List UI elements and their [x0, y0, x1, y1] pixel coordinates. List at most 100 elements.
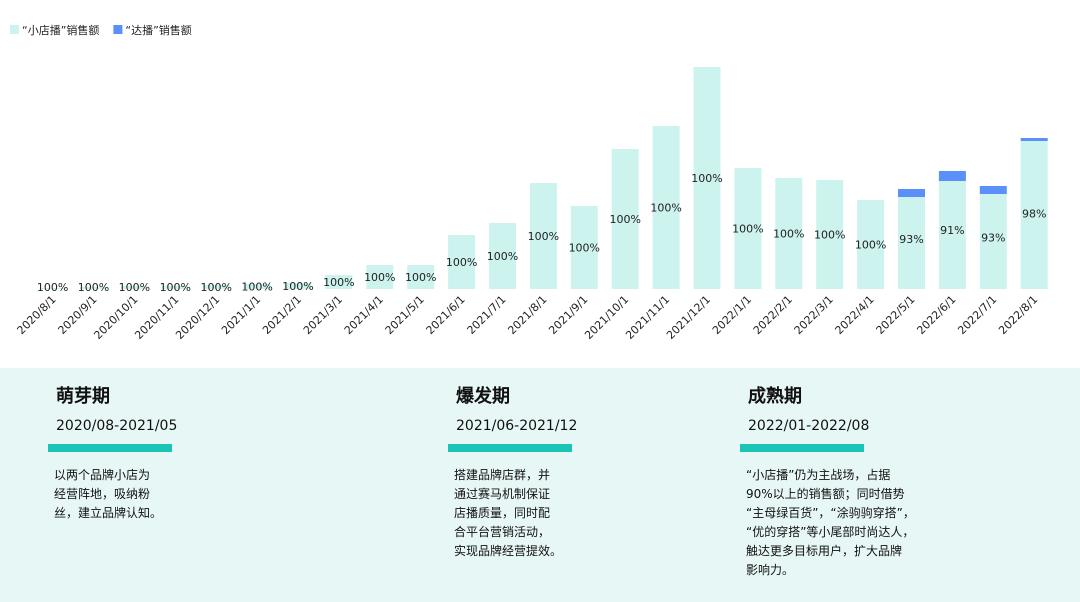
bar-segment — [161, 286, 189, 289]
x-tick-label: 2020/12/1 — [173, 293, 222, 342]
share-label: 100% — [160, 281, 191, 294]
x-tick-label: 2021/4/1 — [342, 293, 386, 337]
x-tick-label: 2022/6/1 — [914, 293, 958, 337]
x-tick-label: 2022/4/1 — [833, 293, 877, 337]
stage-divider — [740, 444, 864, 452]
share-label: 100% — [569, 242, 600, 255]
bar-segment — [652, 126, 680, 289]
share-label: 100% — [78, 281, 109, 294]
bar-segment — [898, 197, 925, 289]
x-tick-label: 2020/8/1 — [15, 293, 59, 337]
stage-divider — [48, 444, 172, 452]
bar-segment — [816, 180, 844, 289]
bar-segment — [734, 168, 762, 289]
share-label: 100% — [241, 281, 272, 294]
stage-title: 成熟期 — [748, 386, 802, 407]
legend-label: “小店播”销售额 — [22, 23, 99, 37]
bar-segment — [857, 200, 885, 289]
bar-segment — [938, 171, 966, 181]
share-label: 100% — [691, 172, 722, 185]
share-label: 100% — [282, 280, 313, 293]
share-label: 100% — [323, 276, 354, 289]
bar-segment — [407, 265, 435, 289]
x-tick-label: 2021/12/1 — [664, 293, 713, 342]
bar-segment — [80, 287, 107, 289]
share-label: 100% — [487, 250, 518, 263]
share-label: 100% — [855, 239, 886, 252]
bar-segment — [243, 284, 271, 289]
chart: “小店播”销售额 “达播”销售额100%2020/8/1100%2020/9/11… — [10, 23, 1048, 342]
stage-text: “小店播”仍为主战场，占据 90%以上的销售额；同时借势 “主母绿百货”，“涂驹驹穿… — [746, 466, 915, 580]
stage-divider — [448, 444, 572, 452]
bar-segment — [366, 265, 394, 289]
stage-text: 搭建品牌店群，并 通过赛马机制保证 店播质量，同时配 合平台营销活动， 实现品牌经营提效… — [454, 466, 577, 561]
stage-text: 以两个品牌小店为 经营阵地，吸纳粉 丝，建立品牌认知。 — [54, 466, 177, 523]
text-line: 通过赛马机制保证 — [454, 487, 551, 501]
share-label: 100% — [119, 281, 150, 294]
x-tick-label: 2021/8/1 — [505, 293, 549, 337]
text-line: 丝，建立品牌认知。 — [54, 506, 163, 520]
x-tick-label: 2021/7/1 — [464, 293, 508, 337]
bar-segment — [898, 189, 925, 197]
stage: 爆发期 2021/06-2021/12 搭建品牌店群，并 通过赛马机制保证 店播质量，同… — [448, 368, 577, 561]
text-line: 店播质量，同时配 — [454, 506, 551, 520]
x-tick-label: 2021/5/1 — [383, 293, 427, 337]
bar-segment — [1020, 138, 1048, 141]
bar-segment — [938, 181, 966, 289]
stage: 萌芽期 2020/08-2021/05 以两个品牌小店为 经营阵地，吸纳粉 丝，建立品牌… — [48, 368, 177, 523]
bar-segment — [120, 286, 148, 289]
share-label: 100% — [200, 281, 231, 294]
text-line: 合平台营销活动， — [454, 525, 551, 539]
stage-period: 2021/06-2021/12 — [456, 418, 578, 434]
text-line: 影响力。 — [746, 563, 795, 577]
x-tick-label: 2021/3/1 — [301, 293, 345, 337]
share-label: 91% — [940, 224, 964, 237]
share-label: 93% — [981, 232, 1005, 245]
share-label: 100% — [37, 281, 68, 294]
share-label: 98% — [1022, 208, 1046, 221]
stage-period: 2020/08-2021/05 — [56, 418, 178, 434]
x-tick-label: 2022/5/1 — [873, 293, 917, 337]
x-tick-label: 2021/6/1 — [424, 293, 468, 337]
stage-period: 2022/01-2022/08 — [748, 418, 870, 434]
share-label: 100% — [405, 271, 436, 284]
text-line: 以两个品牌小店为 — [54, 468, 151, 482]
bar-segment — [570, 206, 598, 289]
bar-segment — [611, 149, 639, 289]
bar-segment — [693, 67, 721, 289]
legend-swatch — [10, 25, 19, 34]
bar-segment — [529, 183, 557, 289]
x-tick-label: 2021/2/1 — [260, 293, 304, 337]
bar-segment — [39, 288, 67, 289]
legend-swatch — [113, 25, 123, 34]
text-line: 经营阵地，吸纳粉 — [54, 487, 151, 501]
stage-panel: 萌芽期 2020/08-2021/05 以两个品牌小店为 经营阵地，吸纳粉 丝，建立品牌… — [0, 368, 1080, 602]
share-label: 100% — [814, 229, 845, 242]
bar-segment — [202, 285, 230, 289]
stage: 成熟期 2022/01-2022/08 “小店播”仍为主战场，占据 90%以上的销售额… — [740, 368, 915, 580]
text-line: 实现品牌经营提效。 — [454, 544, 563, 558]
text-line: 搭建品牌店群，并 — [454, 468, 551, 482]
share-label: 93% — [899, 233, 923, 246]
bar-segment — [325, 275, 353, 289]
bar-segment — [284, 283, 312, 289]
text-line: “主母绿百货”，“涂驹驹穿搭”， — [746, 506, 915, 520]
bar-segment — [489, 223, 516, 289]
share-label: 100% — [364, 271, 395, 284]
stage-title: 爆发期 — [456, 386, 510, 407]
bar-segment — [1020, 141, 1048, 289]
x-tick-label: 2022/8/1 — [996, 293, 1040, 337]
text-line: 90%以上的销售额；同时借势 — [746, 487, 905, 501]
share-label: 100% — [609, 213, 640, 226]
share-label: 100% — [732, 223, 763, 236]
share-label: 100% — [773, 228, 804, 241]
x-tick-label: 2022/2/1 — [751, 293, 795, 337]
x-tick-label: 2022/1/1 — [710, 293, 754, 337]
bar-segment — [448, 235, 476, 289]
text-line: “小店播”仍为主战场，占据 — [746, 468, 891, 482]
x-tick-label: 2022/7/1 — [955, 293, 999, 337]
share-label: 100% — [650, 202, 681, 215]
bar-segment — [775, 178, 803, 289]
bar-segment — [979, 194, 1007, 289]
